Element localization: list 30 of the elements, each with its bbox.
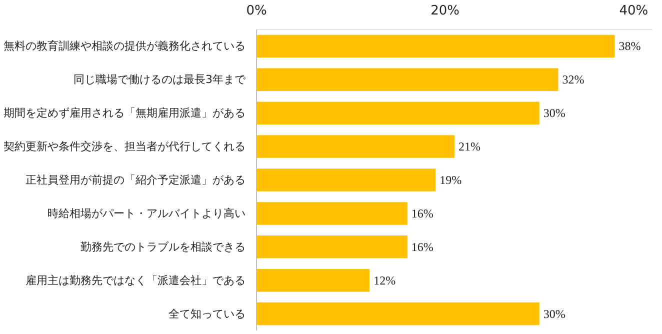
bar (256, 34, 615, 58)
y-tick-label: 無料の教育訓練や相談の提供が義務化されている (4, 40, 246, 53)
y-tick-label: 時給相場がパート・アルバイトより高い (48, 206, 246, 220)
x-tick-label: 20% (430, 4, 460, 18)
y-tick-label: 勤務先でのトラブルを相談できる (80, 240, 246, 254)
bar (256, 268, 370, 292)
bar (256, 302, 540, 326)
data-label: 12% (374, 273, 396, 288)
data-label: 32% (562, 72, 584, 87)
data-label: 38% (618, 39, 641, 54)
bar (256, 202, 408, 225)
y-tick-label: 雇用主は勤務先ではなく「派遣会社」である (26, 274, 246, 287)
bar (256, 168, 436, 192)
bar (256, 135, 454, 158)
x-tick-label: 40% (619, 4, 648, 18)
bar (256, 68, 558, 92)
y-tick-label: 同じ職場で働けるのは最長3年まで (74, 73, 246, 86)
data-label: 16% (411, 206, 434, 220)
bar (256, 102, 540, 124)
y-tick-label: 契約更新や条件交渉を、担当者が代行してくれる (4, 140, 246, 154)
y-tick-label: 期間を定めず雇用される「無期雇用派遣」がある (4, 106, 246, 120)
bar (256, 236, 408, 258)
data-label: 30% (543, 306, 566, 321)
y-tick-label: 正社員登用が前提の「紹介予定派遣」がある (26, 174, 246, 186)
data-label: 19% (440, 173, 462, 187)
data-label: 16% (411, 240, 434, 254)
x-tick-label: 0% (246, 4, 267, 18)
y-tick-label: 全て知っている (168, 307, 246, 320)
data-label: 21% (458, 140, 480, 154)
data-label: 30% (543, 106, 566, 120)
